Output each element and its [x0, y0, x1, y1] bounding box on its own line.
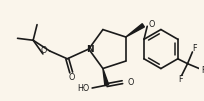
Text: F: F — [178, 75, 183, 84]
Text: N: N — [86, 45, 93, 54]
Text: F: F — [201, 66, 204, 75]
Text: O: O — [127, 78, 134, 87]
Text: O: O — [40, 46, 47, 55]
Text: O: O — [148, 20, 155, 29]
Text: HO: HO — [77, 85, 89, 94]
Polygon shape — [103, 68, 109, 86]
Text: F: F — [192, 44, 197, 53]
Polygon shape — [126, 24, 144, 37]
Text: O: O — [69, 73, 75, 82]
